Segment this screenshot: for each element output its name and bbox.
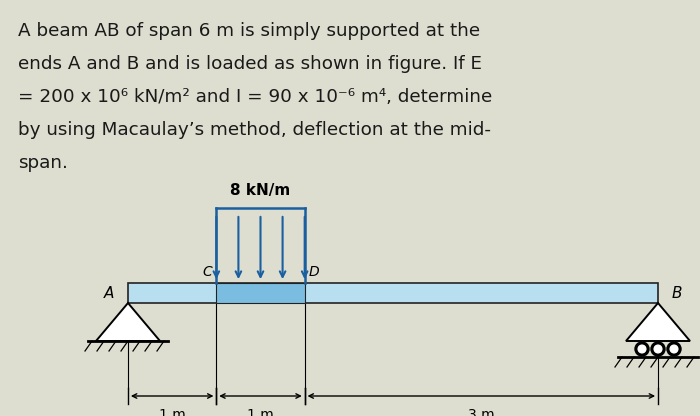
Text: A: A bbox=[104, 285, 114, 300]
Circle shape bbox=[670, 345, 678, 353]
Text: B: B bbox=[672, 285, 682, 300]
Text: = 200 x 10⁶ kN/m² and I = 90 x 10⁻⁶ m⁴, determine: = 200 x 10⁶ kN/m² and I = 90 x 10⁻⁶ m⁴, … bbox=[18, 88, 492, 106]
Text: by using Macaulay’s method, deflection at the mid-: by using Macaulay’s method, deflection a… bbox=[18, 121, 491, 139]
Polygon shape bbox=[626, 303, 690, 341]
Polygon shape bbox=[96, 303, 160, 341]
Bar bbox=[216, 283, 304, 303]
Text: 3 m: 3 m bbox=[468, 408, 495, 416]
Circle shape bbox=[667, 342, 681, 356]
Text: span.: span. bbox=[18, 154, 68, 172]
Text: C: C bbox=[202, 265, 212, 279]
Bar bbox=[128, 283, 658, 303]
Circle shape bbox=[651, 342, 665, 356]
Text: 1 m: 1 m bbox=[247, 408, 274, 416]
Circle shape bbox=[638, 345, 646, 353]
Circle shape bbox=[635, 342, 649, 356]
Text: D: D bbox=[309, 265, 319, 279]
Text: 8 kN/m: 8 kN/m bbox=[230, 183, 290, 198]
Text: ends A and B and is loaded as shown in figure. If E: ends A and B and is loaded as shown in f… bbox=[18, 55, 482, 73]
Text: 1 m: 1 m bbox=[159, 408, 186, 416]
Text: A beam AB of span 6 m is simply supported at the: A beam AB of span 6 m is simply supporte… bbox=[18, 22, 480, 40]
Circle shape bbox=[654, 345, 662, 353]
